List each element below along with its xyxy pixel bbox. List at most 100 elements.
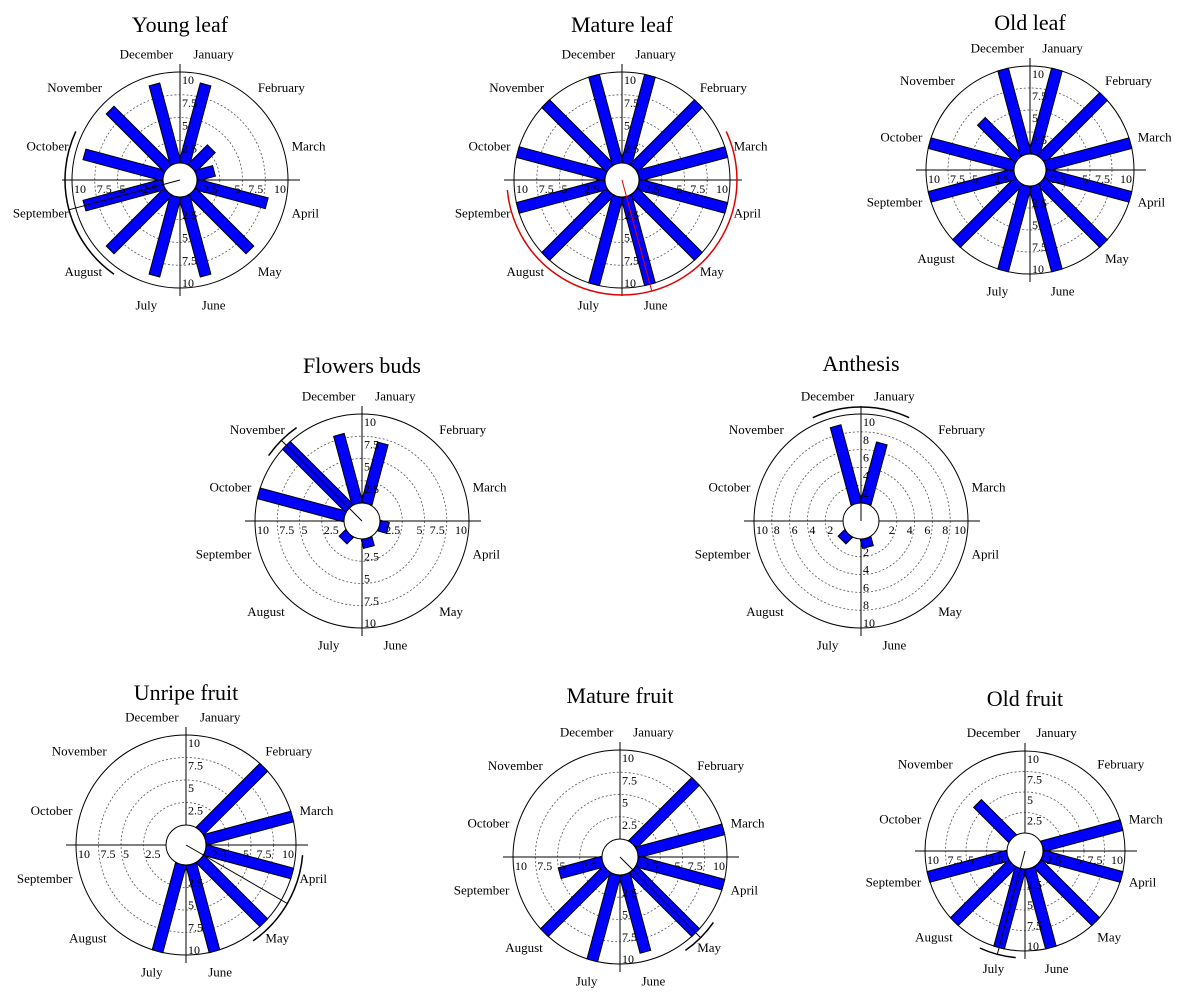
- mature-fruit-tick-label: 5: [560, 859, 566, 873]
- old-leaf-tick-label: 10: [1032, 67, 1044, 81]
- mature-leaf-month-september: September: [455, 206, 511, 221]
- mature-fruit-tick-label: 2.5: [643, 859, 658, 873]
- unripe-fruit-tick-label: 5: [188, 781, 194, 795]
- mature-fruit-tick-label: 5: [675, 859, 681, 873]
- anthesis-tick-label: 4: [809, 523, 815, 537]
- old-leaf-tick-label: 7.5: [1032, 89, 1047, 103]
- flowers-buds-month-november: November: [230, 422, 286, 437]
- unripe-fruit-month-august: August: [69, 930, 107, 945]
- mature-leaf-tick-label: 2.5: [645, 182, 660, 196]
- old-fruit-month-august: August: [915, 929, 953, 944]
- young-leaf-tick-label: 10: [74, 182, 86, 196]
- anthesis-tick-label: 8: [863, 598, 869, 612]
- young-leaf-month-march: March: [292, 138, 326, 153]
- unripe-fruit-tick-label: 2.5: [212, 847, 227, 861]
- mature-leaf-month-november: November: [489, 80, 545, 95]
- young-leaf-month-october: October: [27, 138, 70, 153]
- unripe-fruit-tick-label: 5: [243, 847, 249, 861]
- mature-fruit-month-september: September: [454, 882, 510, 897]
- anthesis-month-december: December: [801, 388, 855, 403]
- mature-leaf-month-february: February: [700, 80, 747, 95]
- old-fruit-tick-label: 5: [1027, 793, 1033, 807]
- anthesis-tick-label: 8: [774, 523, 780, 537]
- old-fruit-chart: Old fruit 10 7.5 5 2.5 2.5 5 7.5 10 10 7.5 5 2.5 2.5 5…: [866, 686, 1164, 976]
- mature-leaf-month-january: January: [635, 46, 676, 61]
- old-fruit-tick-label: 2.5: [1047, 853, 1062, 867]
- anthesis-tick-label: 10: [954, 523, 966, 537]
- flowers-buds-title: Flowers buds: [303, 353, 421, 378]
- old-fruit-month-november: November: [898, 757, 954, 772]
- old-leaf-tick-label: 2.5: [1032, 133, 1047, 147]
- young-leaf-tick-label: 7.5: [97, 182, 112, 196]
- mature-leaf-tick-label: 5: [562, 182, 568, 196]
- flowers-buds-tick-label: 7.5: [364, 437, 379, 451]
- mature-leaf-tick-label: 10: [624, 276, 636, 290]
- old-fruit-tick-label: 7.5: [1027, 919, 1042, 933]
- old-fruit-tick-label: 2.5: [1027, 878, 1042, 892]
- mature-leaf-tick-label: 7.5: [690, 182, 705, 196]
- flowers-buds-tick-label: 5: [302, 523, 308, 537]
- mature-leaf-month-october: October: [469, 138, 512, 153]
- unripe-fruit-bar-july: [151, 862, 187, 954]
- flowers-buds-tick-label: 2.5: [324, 523, 339, 537]
- old-leaf-month-november: November: [900, 73, 956, 88]
- old-leaf-month-december: December: [971, 40, 1025, 55]
- mature-leaf-tick-label: 7.5: [539, 182, 554, 196]
- mature-fruit-tick-label: 7.5: [688, 859, 703, 873]
- anthesis-tick-label: 2: [863, 545, 869, 559]
- flowers-buds-tick-label: 2.5: [364, 549, 379, 563]
- young-leaf-tick-label: 5: [182, 231, 188, 245]
- anthesis-month-february: February: [938, 422, 985, 437]
- flowers-buds-tick-label: 5: [364, 460, 370, 474]
- mature-fruit-title: Mature fruit: [567, 683, 674, 708]
- old-fruit-tick-label: 5: [1027, 898, 1033, 912]
- old-leaf-month-april: April: [1138, 195, 1166, 210]
- anthesis-month-june: June: [882, 638, 906, 653]
- mature-fruit-tick-label: 7.5: [537, 859, 552, 873]
- mature-leaf-tick-label: 10: [716, 182, 728, 196]
- unripe-fruit-tick-label: 7.5: [101, 847, 116, 861]
- young-leaf-month-july: July: [136, 298, 158, 313]
- flowers-buds-month-august: August: [247, 604, 285, 619]
- anthesis-month-april: April: [972, 546, 1000, 561]
- young-leaf-month-september: September: [13, 206, 69, 221]
- old-leaf-tick-label: 5: [1082, 172, 1088, 186]
- young-leaf-tick-label: 2.5: [203, 182, 218, 196]
- young-leaf-title: Young leaf: [132, 12, 229, 37]
- old-fruit-month-september: September: [866, 875, 922, 890]
- mature-fruit-tick-label: 7.5: [622, 773, 637, 787]
- young-leaf-mean-vector: [68, 179, 181, 211]
- young-leaf-month-june: June: [202, 298, 226, 313]
- mature-fruit-tick-label: 10: [622, 952, 634, 966]
- mature-leaf-tick-label: 7.5: [624, 96, 639, 110]
- anthesis-tick-label: 2: [827, 523, 833, 537]
- unripe-fruit-month-april: April: [300, 871, 328, 886]
- unripe-fruit-month-october: October: [31, 803, 74, 818]
- old-leaf-month-june: June: [1051, 284, 1075, 299]
- mature-leaf-month-may: May: [700, 264, 724, 279]
- mature-fruit-mean-vector: [619, 856, 701, 938]
- young-leaf-month-november: November: [47, 80, 103, 95]
- anthesis-tick-label: 4: [863, 468, 869, 482]
- young-leaf-tick-label: 7.5: [182, 96, 197, 110]
- old-leaf-month-february: February: [1105, 73, 1152, 88]
- anthesis-tick-label: 4: [907, 523, 913, 537]
- old-fruit-tick-label: 2.5: [989, 853, 1004, 867]
- old-leaf-center-hole: [1013, 153, 1047, 187]
- young-leaf-month-april: April: [292, 206, 320, 221]
- old-leaf-tick-label: 2.5: [1032, 196, 1047, 210]
- old-fruit-month-may: May: [1097, 929, 1121, 944]
- flowers-buds-tick-label: 7.5: [364, 594, 379, 608]
- mature-leaf-mean-vector: [621, 179, 653, 292]
- anthesis-tick-label: 4: [863, 563, 869, 577]
- mature-fruit-month-july: July: [576, 974, 598, 989]
- unripe-fruit-tick-label: 2.5: [188, 876, 203, 890]
- old-leaf-tick-label: 2.5: [994, 172, 1009, 186]
- unripe-fruit-month-may: May: [265, 930, 289, 945]
- mature-fruit-tick-label: 2.5: [622, 818, 637, 832]
- young-leaf-tick-label: 5: [120, 182, 126, 196]
- unripe-fruit-tick-label: 10: [188, 943, 200, 957]
- mature-leaf-tick-label: 2.5: [584, 182, 599, 196]
- mature-leaf-tick-label: 5: [624, 119, 630, 133]
